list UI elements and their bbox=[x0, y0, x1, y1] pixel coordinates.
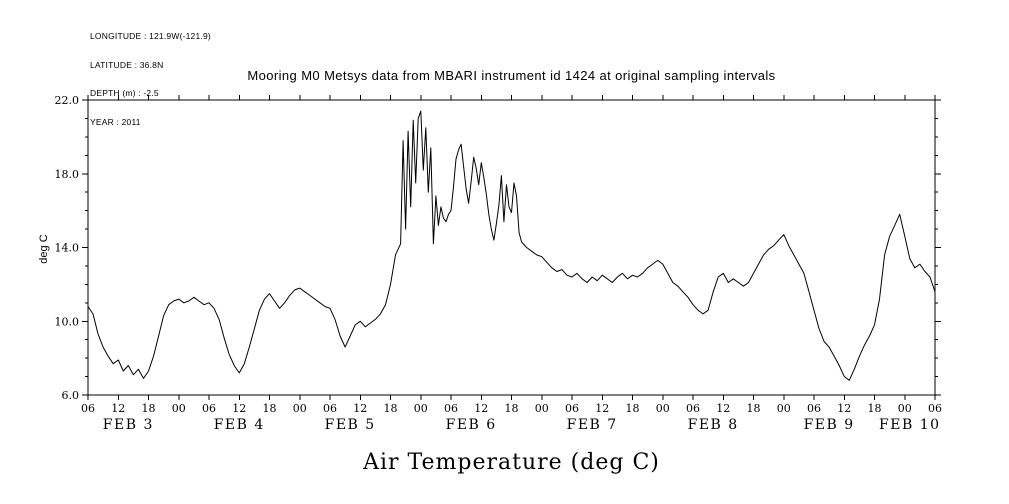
svg-text:12: 12 bbox=[474, 402, 488, 415]
plot-frame bbox=[87, 99, 936, 396]
chart-title: Mooring M0 Metsys data from MBARI instru… bbox=[247, 68, 776, 83]
metadata-latitude: LATITUDE : 36.8N bbox=[90, 59, 164, 70]
svg-text:06: 06 bbox=[202, 402, 216, 415]
svg-text:12: 12 bbox=[595, 402, 609, 415]
svg-text:6.0: 6.0 bbox=[62, 389, 80, 402]
svg-text:00: 00 bbox=[535, 402, 549, 415]
svg-text:10.0: 10.0 bbox=[55, 315, 80, 328]
svg-text:12: 12 bbox=[111, 402, 125, 415]
axis-ticks bbox=[82, 95, 941, 400]
svg-text:FEB 9: FEB 9 bbox=[804, 417, 855, 433]
svg-text:FEB 6: FEB 6 bbox=[446, 417, 497, 433]
svg-text:FEB 3: FEB 3 bbox=[103, 417, 154, 433]
x-axis-title: Air Temperature (deg C) bbox=[363, 450, 660, 475]
svg-text:18: 18 bbox=[384, 402, 398, 415]
metadata-block: LONGITUDE : 121.9W(-121.9) LATITUDE : 36… bbox=[90, 13, 211, 146]
svg-text:06: 06 bbox=[928, 402, 942, 415]
svg-text:00: 00 bbox=[656, 402, 670, 415]
svg-text:12: 12 bbox=[837, 402, 851, 415]
svg-text:FEB 10: FEB 10 bbox=[879, 417, 941, 433]
x-day-labels: FEB 3 FEB 4 FEB 5 FEB 6 FEB 7 FEB 8 FEB 9 FEB 1… bbox=[103, 417, 941, 433]
metadata-depth: DEPTH (m) : -2.5 bbox=[90, 88, 159, 98]
svg-text:FEB 8: FEB 8 bbox=[688, 417, 739, 433]
svg-text:14.0: 14.0 bbox=[55, 242, 80, 255]
svg-text:FEB 5: FEB 5 bbox=[325, 417, 376, 433]
svg-text:06: 06 bbox=[807, 402, 821, 415]
svg-text:06: 06 bbox=[323, 402, 337, 415]
metadata-year: YEAR : 2011 bbox=[90, 116, 141, 127]
svg-text:06: 06 bbox=[686, 402, 700, 415]
svg-text:00: 00 bbox=[898, 402, 912, 415]
metadata-longitude: LONGITUDE : 121.9W(-121.9) bbox=[90, 31, 211, 41]
svg-text:00: 00 bbox=[172, 402, 186, 415]
svg-text:12: 12 bbox=[716, 402, 730, 415]
svg-text:18: 18 bbox=[505, 402, 519, 415]
svg-text:00: 00 bbox=[777, 402, 791, 415]
svg-text:06: 06 bbox=[81, 402, 95, 415]
svg-text:12: 12 bbox=[232, 402, 246, 415]
svg-text:18: 18 bbox=[626, 402, 640, 415]
svg-text:06: 06 bbox=[565, 402, 579, 415]
svg-text:06: 06 bbox=[444, 402, 458, 415]
svg-text:18: 18 bbox=[263, 402, 277, 415]
temperature-line bbox=[87, 110, 936, 381]
y-tick-labels: 6.0 10.0 14.0 18.0 22.0 bbox=[55, 94, 80, 402]
svg-text:00: 00 bbox=[293, 402, 307, 415]
x-tick-labels: 06 12 18 00 06 12 18 00 06 12 18 00 06 12 18 00 06 12 18 00… bbox=[81, 402, 942, 415]
svg-text:18: 18 bbox=[868, 402, 882, 415]
svg-text:FEB 7: FEB 7 bbox=[567, 417, 618, 433]
svg-text:00: 00 bbox=[414, 402, 428, 415]
svg-text:18: 18 bbox=[747, 402, 761, 415]
svg-text:FEB 4: FEB 4 bbox=[214, 417, 265, 433]
svg-text:18.0: 18.0 bbox=[55, 168, 80, 181]
svg-text:18: 18 bbox=[142, 402, 156, 415]
svg-text:22.0: 22.0 bbox=[55, 94, 80, 107]
svg-text:12: 12 bbox=[353, 402, 367, 415]
